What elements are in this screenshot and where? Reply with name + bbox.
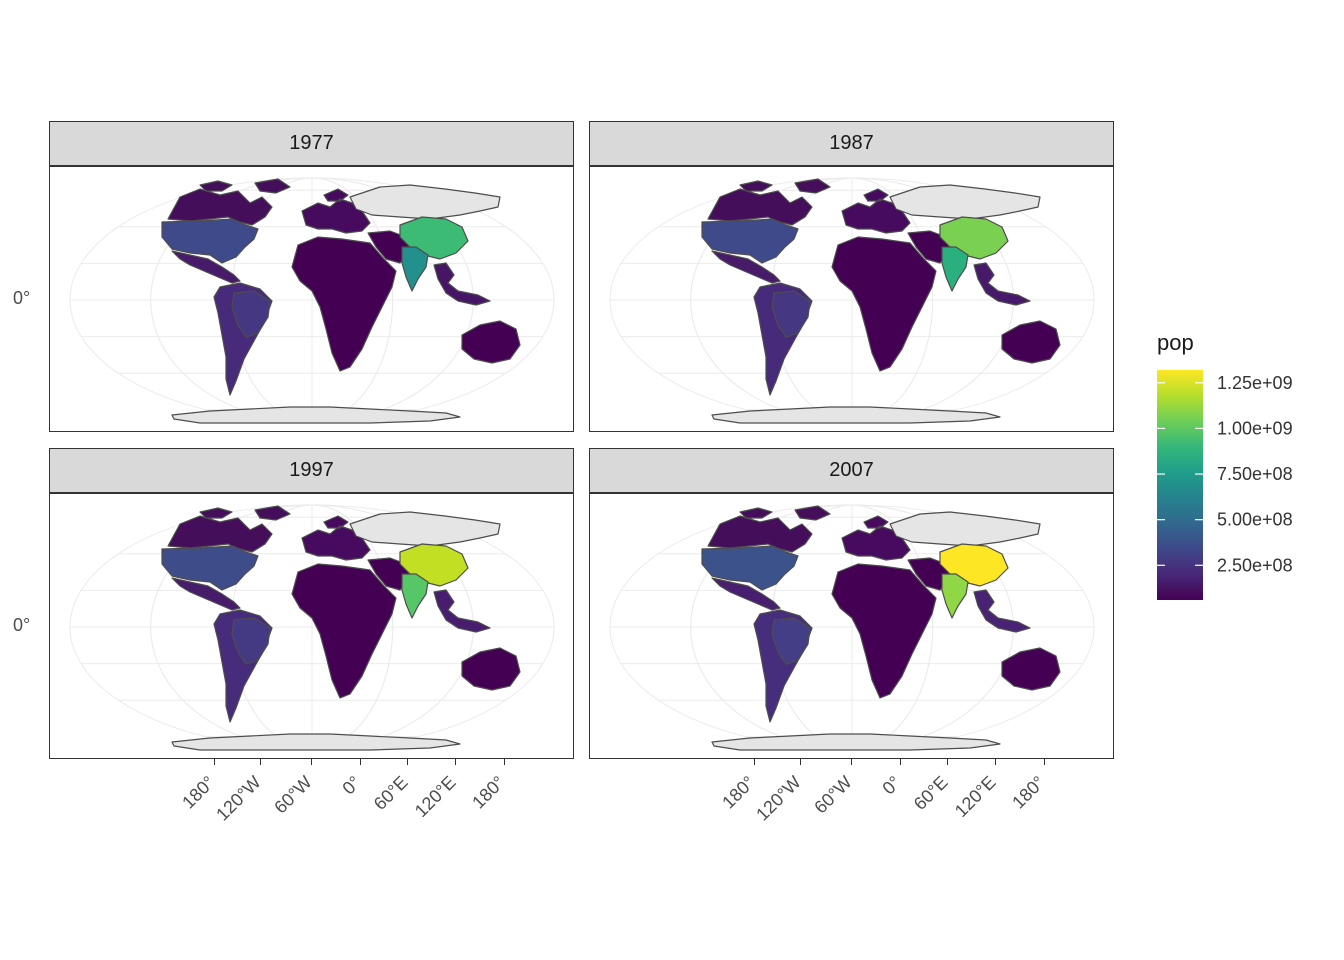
- world-map: [69, 504, 555, 751]
- country-antarctica: [171, 733, 461, 751]
- world-map: [69, 177, 555, 424]
- country-mexico: [171, 250, 241, 284]
- legend-label: 5.00e+08: [1217, 510, 1293, 530]
- country-brazil: [771, 617, 811, 665]
- x-tick-mark: [214, 759, 215, 765]
- y-axis-label-top: 0°: [13, 288, 31, 308]
- country-mexico: [711, 577, 781, 611]
- countries: [161, 505, 521, 751]
- facet-label: 2007: [829, 459, 874, 481]
- country-europe: [841, 515, 911, 561]
- country-north-america-us: [161, 218, 259, 264]
- country-russia: [889, 511, 1041, 547]
- x-tick-mark: [260, 759, 261, 765]
- x-tick-mark: [995, 759, 996, 765]
- country-australia: [461, 647, 521, 691]
- country-africa: [291, 563, 397, 699]
- country-brazil: [771, 290, 811, 338]
- country-canada: [167, 178, 291, 226]
- country-canada: [167, 505, 291, 553]
- x-tick-mark: [800, 759, 801, 765]
- countries: [701, 178, 1061, 424]
- facet-strip: 2007: [589, 448, 1114, 493]
- country-australia: [1001, 647, 1061, 691]
- facet-label: 1997: [289, 459, 334, 481]
- country-india: [401, 573, 429, 619]
- x-tick-mark: [947, 759, 948, 765]
- country-india: [401, 246, 429, 292]
- country-brazil: [231, 290, 271, 338]
- x-tick-mark: [407, 759, 408, 765]
- legend-colorbar: 1.25e+09 1.00e+09 7.50e+08 5.00e+08 2.50e+08: [1157, 370, 1293, 600]
- x-tick-mark: [455, 759, 456, 765]
- countries: [701, 505, 1061, 751]
- countries: [161, 178, 521, 424]
- country-north-america-us: [161, 545, 259, 591]
- world-map: [609, 177, 1095, 424]
- country-europe: [841, 188, 911, 234]
- country-russia: [349, 511, 501, 547]
- x-tick-mark: [754, 759, 755, 765]
- x-tick-mark: [851, 759, 852, 765]
- map-plot: [49, 493, 574, 759]
- country-europe: [301, 515, 371, 561]
- map-plot: [49, 166, 574, 432]
- country-europe: [301, 188, 371, 234]
- map-plot: [589, 493, 1114, 759]
- country-southeast-asia: [973, 262, 1031, 306]
- x-tick-mark: [360, 759, 361, 765]
- country-australia: [461, 320, 521, 364]
- x-tick-mark: [504, 759, 505, 765]
- y-axis-label-bottom: 0°: [13, 615, 31, 635]
- legend-label: 1.25e+09: [1217, 373, 1293, 393]
- country-canada: [707, 505, 831, 553]
- country-antarctica: [711, 406, 1001, 424]
- x-tick-mark: [900, 759, 901, 765]
- country-canada: [707, 178, 831, 226]
- country-mexico: [171, 577, 241, 611]
- country-southeast-asia: [973, 589, 1031, 633]
- legend-label: 2.50e+08: [1217, 555, 1293, 575]
- map-plot: [589, 166, 1114, 432]
- x-tick-mark: [311, 759, 312, 765]
- country-southeast-asia: [433, 262, 491, 306]
- country-mexico: [711, 250, 781, 284]
- world-map: [609, 504, 1095, 751]
- country-brazil: [231, 617, 271, 665]
- facet-strip: 1977: [49, 121, 574, 166]
- country-australia: [1001, 320, 1061, 364]
- country-north-america-us: [701, 218, 799, 264]
- country-india: [941, 573, 969, 619]
- facet-label: 1977: [289, 132, 334, 154]
- legend-gradient: [1157, 370, 1203, 600]
- legend-title: pop: [1157, 330, 1194, 355]
- country-antarctica: [711, 733, 1001, 751]
- country-antarctica: [171, 406, 461, 424]
- x-tick-mark: [1044, 759, 1045, 765]
- legend-label: 1.00e+09: [1217, 418, 1293, 438]
- country-india: [941, 246, 969, 292]
- country-russia: [889, 184, 1041, 220]
- legend-label: 7.50e+08: [1217, 464, 1293, 484]
- facet-strip: 1997: [49, 448, 574, 493]
- country-africa: [831, 563, 937, 699]
- facet-label: 1987: [829, 132, 874, 154]
- country-africa: [831, 236, 937, 372]
- country-africa: [291, 236, 397, 372]
- country-north-america-us: [701, 545, 799, 591]
- facet-strip: 1987: [589, 121, 1114, 166]
- country-russia: [349, 184, 501, 220]
- country-southeast-asia: [433, 589, 491, 633]
